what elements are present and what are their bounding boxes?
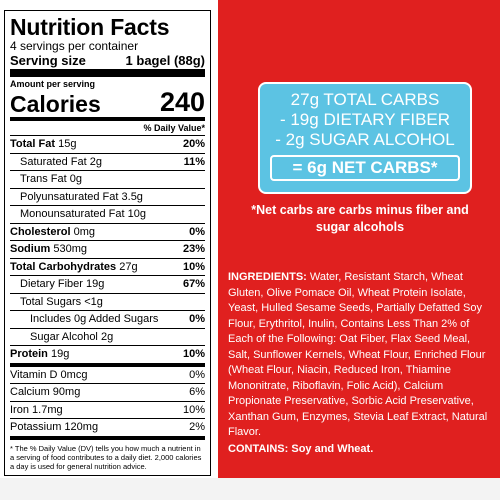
nutrient-amount: 90mg: [52, 386, 81, 399]
nutrient-amount: 0g: [69, 173, 82, 186]
nutrient-row-total-fat: Total Fat 15g 20%: [10, 136, 205, 154]
divider-medium: [10, 117, 205, 121]
nutrient-row-cholesterol: Cholesterol 0mg 0%: [10, 224, 205, 241]
nutrient-dv: 20%: [182, 138, 205, 151]
nutrient-dv: 67%: [182, 278, 205, 291]
nutrient-row-sugar-alcohol: Sugar Alcohol 2g: [10, 329, 205, 346]
daily-value-header: % Daily Value*: [10, 122, 205, 136]
amount-per-serving: Amount per serving: [10, 79, 96, 89]
net-carbs-box: 27g TOTAL CARBS - 19g DIETARY FIBER - 2g…: [258, 82, 472, 194]
nutrient-row-total-carbohydrates: Total Carbohydrates 27g 10%: [10, 259, 205, 276]
nutrient-amount: 120mg: [64, 421, 99, 434]
divider-thick: [10, 69, 205, 77]
nutrient-name: Includes 0g Added Sugars: [30, 313, 159, 326]
nutrient-name: Total Fat: [10, 138, 56, 151]
nutrient-row-calcium: Calcium 90mg 6%: [10, 384, 205, 402]
nutrient-row-trans-fat: Trans Fat 0g: [10, 171, 205, 189]
nutrient-dv: 6%: [189, 386, 205, 399]
sugar-alcohol-line: - 2g SUGAR ALCOHOL: [275, 130, 455, 149]
nutrient-name: Monounsaturated Fat: [20, 208, 125, 221]
nutrient-amount: 0mcg: [60, 368, 88, 381]
nutrient-name: Saturated Fat: [20, 155, 87, 168]
calories-row: Calories 240: [10, 87, 205, 117]
nutrient-name: Sodium: [10, 243, 51, 256]
serving-size-label: Serving size: [10, 53, 86, 68]
nutrient-dv: 2%: [189, 421, 205, 434]
nutrient-dv: 10%: [182, 260, 205, 273]
daily-value-footnote: * The % Daily Value (DV) tells you how m…: [10, 443, 202, 471]
nutrient-dv: 0%: [189, 313, 205, 326]
nutrient-name: Polyunsaturated Fat: [20, 190, 119, 203]
nutrient-name: Dietary Fiber: [20, 278, 83, 291]
nutrient-row-iron: Iron 1.7mg 10%: [10, 402, 205, 419]
total-carbs-line: 27g TOTAL CARBS: [290, 90, 440, 109]
nutrient-name: Protein: [10, 348, 48, 361]
nutrient-row-protein: Protein 19g 10%: [10, 346, 205, 367]
nutrient-amount: 3.5g: [121, 190, 143, 203]
nutrient-dv: 23%: [182, 243, 205, 256]
net-carbs-note: *Net carbs are carbs minus fiber and sug…: [251, 203, 469, 234]
nutrient-amount: 0mg: [73, 225, 95, 238]
nutrient-row-saturated-fat: Saturated Fat 2g 11%: [10, 154, 205, 171]
nutrient-name: Calcium: [10, 386, 50, 399]
nutrient-amount: 1.7mg: [32, 403, 63, 416]
nutrient-amount: 2g: [89, 155, 102, 168]
product-panel: [218, 0, 500, 478]
nutrient-row-sodium: Sodium 530mg 23%: [10, 241, 205, 259]
nutrient-amount: 27g: [119, 260, 138, 273]
nutrient-amount: 19g: [86, 278, 105, 291]
nutrient-row-added-sugars: Includes 0g Added Sugars 0%: [10, 311, 205, 329]
nutrient-row-dietary-fiber: Dietary Fiber 19g 67%: [10, 276, 205, 294]
nutrient-name: Sugar Alcohol: [30, 330, 98, 343]
net-carbs-result: = 6g NET CARBS*: [270, 155, 460, 181]
bottom-strip: [0, 478, 500, 500]
nutrient-dv: 0%: [189, 225, 205, 238]
nutrient-row-potassium: Potassium 120mg 2%: [10, 419, 205, 440]
serving-size-row: Serving size 1 bagel (88g): [10, 53, 205, 68]
nutrition-facts-label: Nutrition Facts 4 servings per container…: [4, 10, 211, 476]
nutrient-row-total-sugars: Total Sugars <1g: [10, 294, 205, 311]
nutrient-amount: 10g: [127, 208, 146, 221]
nutrient-name: Potassium: [10, 421, 62, 434]
ingredients-block: INGREDIENTS: Water, Resistant Starch, Wh…: [228, 270, 494, 441]
nutrient-dv: 10%: [182, 403, 205, 416]
nutrient-dv: 0%: [189, 368, 205, 381]
contains-label: CONTAINS:: [228, 443, 289, 455]
ingredients-text: Water, Resistant Starch, Wheat Gluten, O…: [228, 271, 488, 438]
nutrient-amount: <1g: [84, 295, 103, 308]
nutrient-row-vitamin-d: Vitamin D 0mcg 0%: [10, 367, 205, 384]
nutrient-dv: 10%: [182, 348, 205, 361]
servings-per-container: 4 servings per container: [10, 39, 139, 53]
nutrient-name: Total Carbohydrates: [10, 260, 117, 273]
nutrient-name: Vitamin D: [10, 368, 58, 381]
dietary-fiber-line: - 19g DIETARY FIBER: [279, 110, 451, 129]
nutrient-name: Trans Fat: [20, 173, 67, 186]
contains-text: Soy and Wheat.: [291, 443, 374, 455]
calories-value: 240: [159, 87, 205, 117]
nutrient-name: Iron: [10, 403, 29, 416]
nutrient-row-polyunsaturated-fat: Polyunsaturated Fat 3.5g: [10, 189, 205, 206]
label-title: Nutrition Facts: [10, 14, 170, 40]
calories-label: Calories: [10, 91, 101, 117]
nutrient-dv: 11%: [183, 155, 205, 168]
allergen-statement: CONTAINS: Soy and Wheat.: [228, 442, 373, 457]
nutrient-amount: 530mg: [53, 243, 88, 256]
nutrient-name: Cholesterol: [10, 225, 71, 238]
nutrient-amount: 15g: [58, 138, 77, 151]
serving-size-value: 1 bagel (88g): [125, 53, 205, 68]
nutrient-name: Total Sugars: [20, 295, 82, 308]
nutrient-amount: 2g: [100, 330, 114, 343]
ingredients-heading: INGREDIENTS:: [228, 271, 307, 283]
nutrient-row-monounsaturated-fat: Monounsaturated Fat 10g: [10, 206, 205, 224]
nutrient-amount: 19g: [50, 348, 70, 361]
